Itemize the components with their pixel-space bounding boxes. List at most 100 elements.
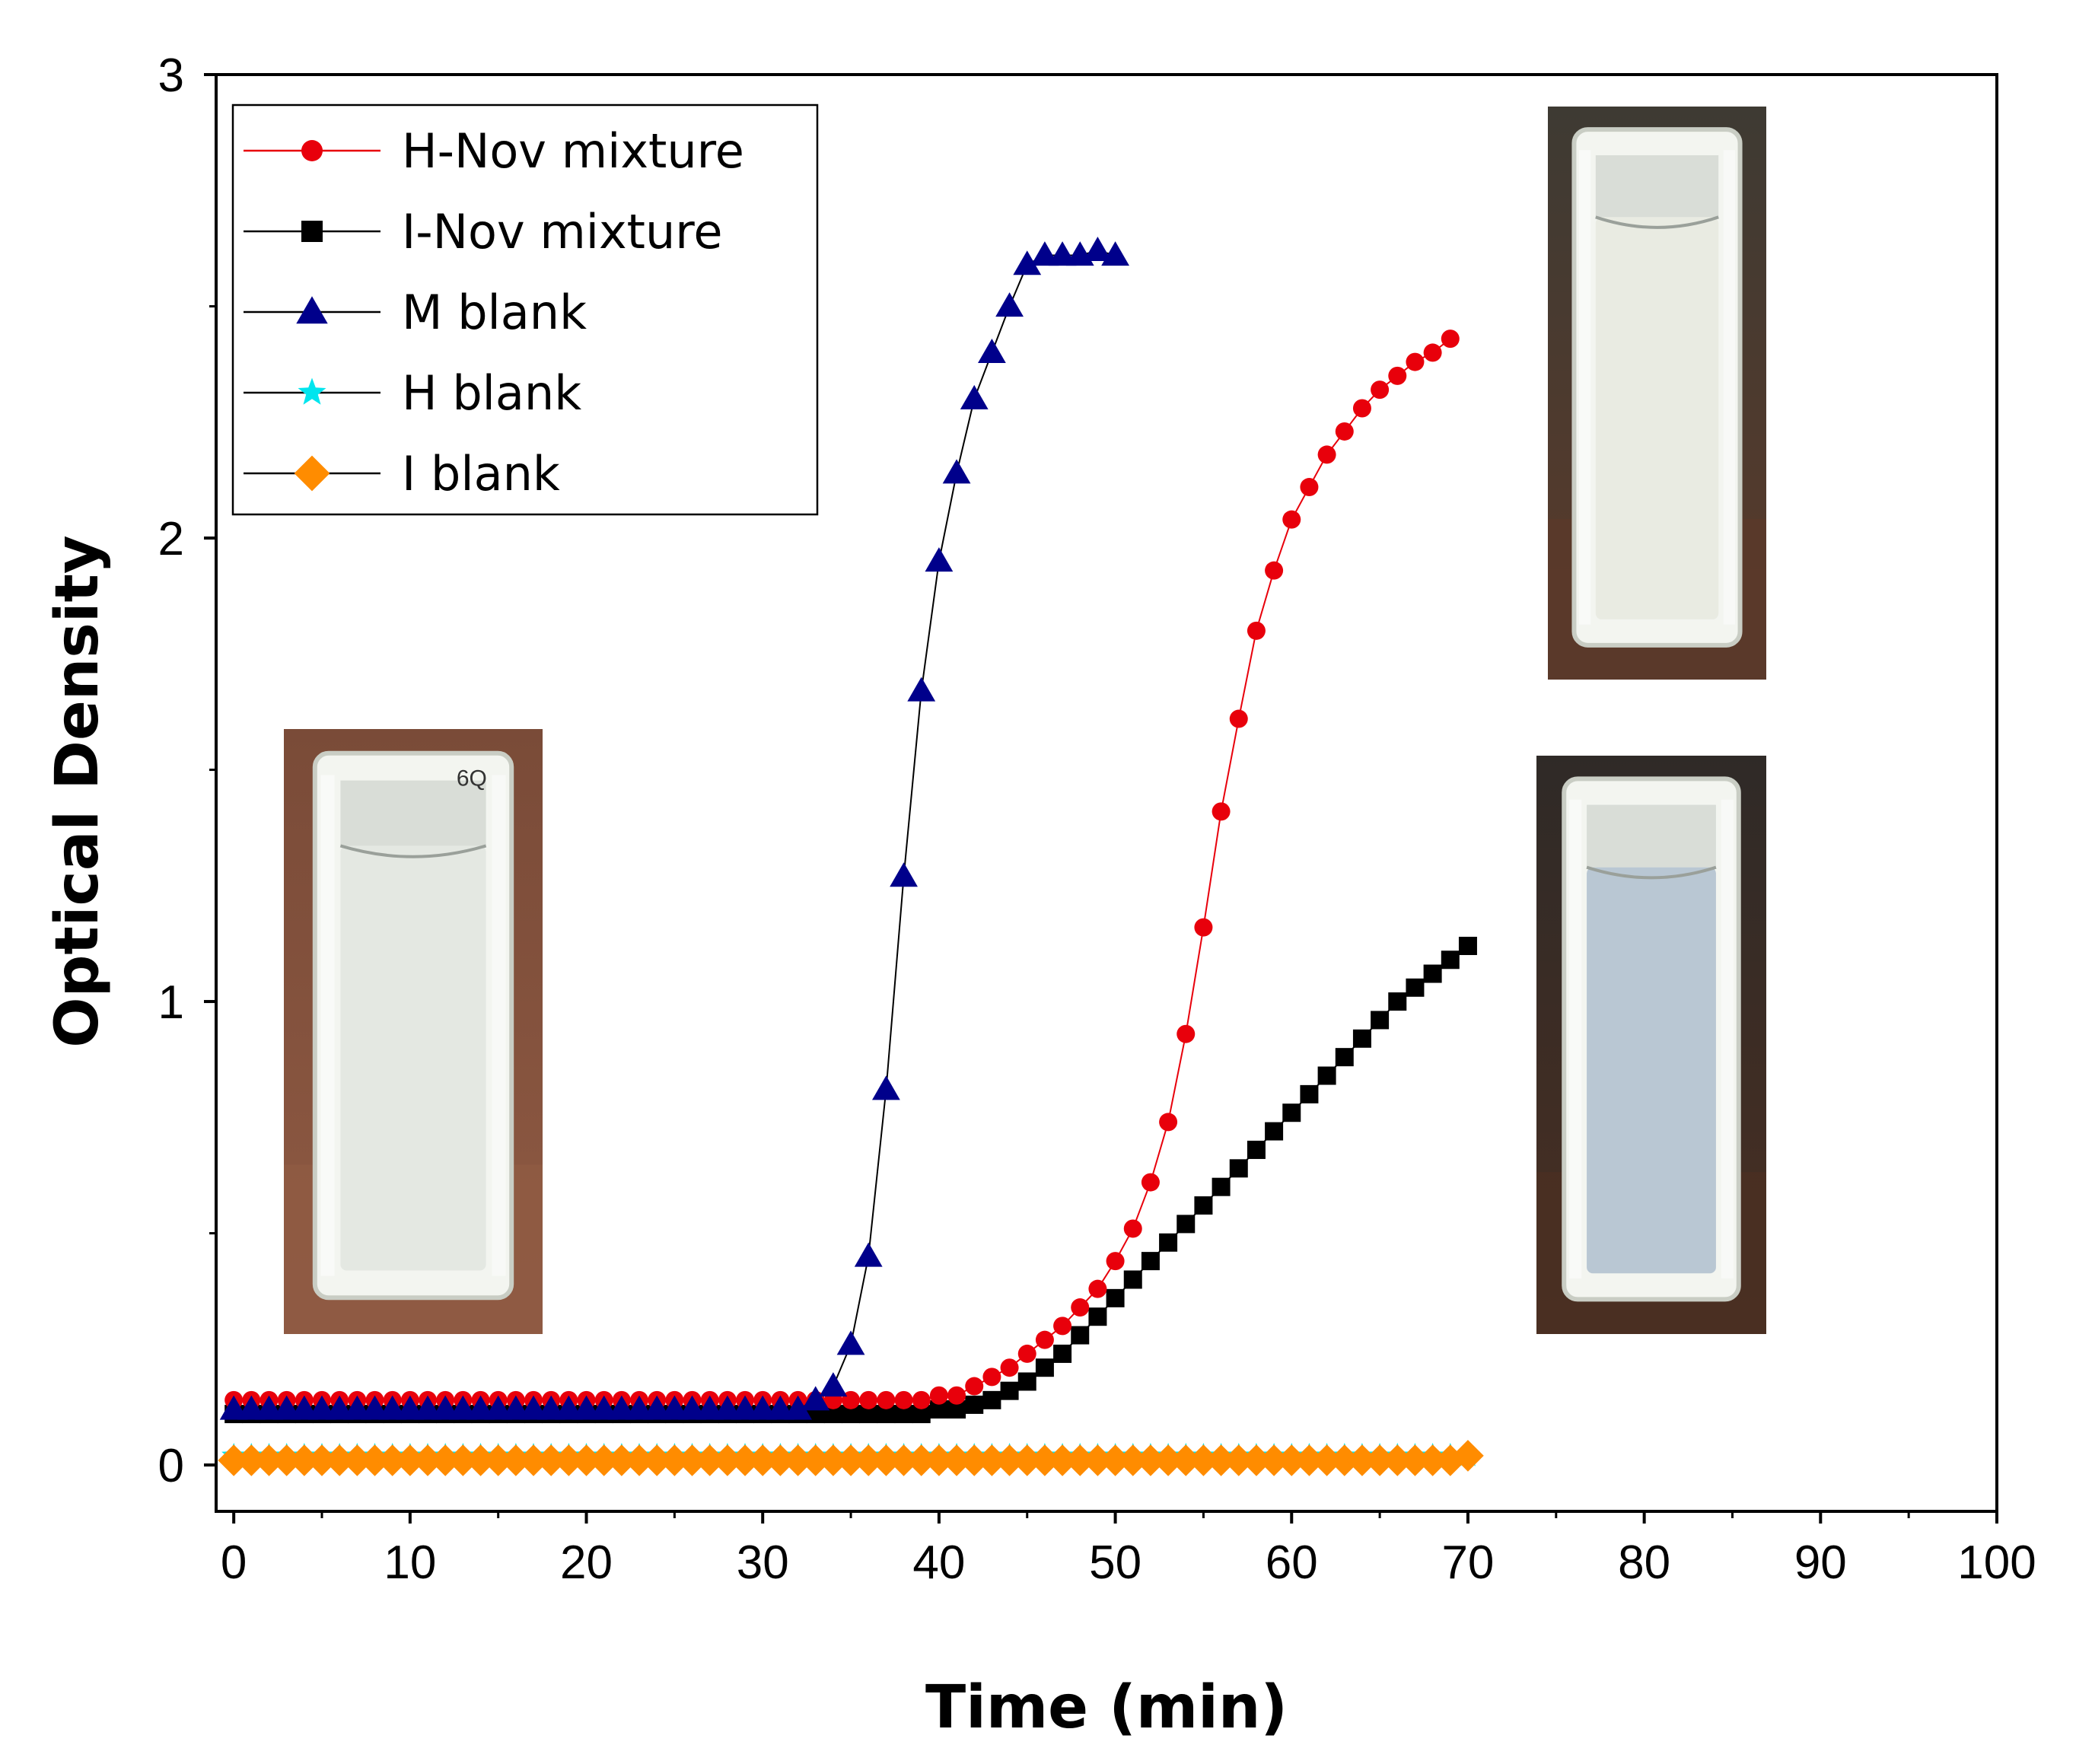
data-point: [1352, 399, 1371, 418]
data-point: [1101, 241, 1129, 266]
data-point: [570, 1444, 603, 1476]
data-point: [1084, 237, 1112, 262]
data-point: [607, 1395, 636, 1420]
legend-label: M blank: [402, 285, 587, 340]
data-point: [923, 1444, 955, 1476]
data-point: [1346, 1444, 1378, 1476]
data-point: [1088, 1279, 1107, 1298]
x-tick-label: 0: [221, 1536, 247, 1589]
data-point: [982, 1368, 1001, 1387]
cuvette-label: 6Q: [457, 766, 487, 791]
cuvette-photo: 6Q: [284, 729, 543, 1334]
data-point: [887, 1444, 920, 1476]
data-point: [1030, 241, 1059, 266]
data-point: [1222, 1444, 1255, 1476]
data-point: [854, 1242, 883, 1267]
legend-marker: [301, 221, 323, 242]
data-point: [766, 1395, 794, 1420]
legend-entry: I blank: [244, 446, 560, 501]
data-point: [1135, 1444, 1167, 1476]
data-point: [1187, 1444, 1220, 1476]
data-point: [396, 1395, 425, 1420]
data-point: [1458, 936, 1477, 955]
x-tick-label: 30: [737, 1536, 789, 1589]
data-point: [1152, 1444, 1184, 1476]
data-point: [448, 1395, 477, 1420]
data-point: [429, 1444, 461, 1476]
data-point: [993, 1444, 1026, 1476]
data-point: [1452, 1440, 1484, 1472]
data-point: [1265, 1122, 1284, 1141]
data-point: [307, 1395, 336, 1420]
data-point: [799, 1444, 832, 1476]
data-point: [361, 1395, 389, 1420]
axis-ticks: [204, 73, 1998, 1524]
data-point: [642, 1395, 671, 1420]
data-point: [1423, 964, 1442, 983]
data-point: [729, 1444, 761, 1476]
data-point: [272, 1395, 301, 1420]
data-point: [218, 1444, 250, 1476]
data-point: [1441, 330, 1460, 349]
data-point: [1159, 1233, 1178, 1252]
legend-marker: [294, 455, 330, 492]
data-point: [870, 1444, 903, 1476]
data-point: [412, 1444, 444, 1476]
data-point: [1123, 1270, 1142, 1289]
data-point: [376, 1444, 409, 1476]
data-point: [482, 1444, 514, 1476]
data-point: [1212, 802, 1231, 821]
data-point: [394, 1444, 426, 1476]
data-point: [907, 677, 936, 702]
data-point: [1441, 950, 1460, 970]
data-point: [1000, 1381, 1019, 1400]
data-point: [1293, 1444, 1326, 1476]
inset-photos: 6Q: [284, 107, 1766, 1334]
data-point: [1282, 510, 1301, 529]
data-point: [1317, 1066, 1336, 1085]
data-point: [1229, 709, 1248, 728]
data-point: [1406, 352, 1425, 371]
data-point: [764, 1444, 797, 1476]
legend-label: I-Nov mixture: [402, 204, 723, 260]
data-point: [253, 1444, 285, 1476]
data-point: [817, 1444, 849, 1476]
data-point: [1300, 1084, 1319, 1103]
data-point: [1099, 1444, 1132, 1476]
cuvette-photo: [1548, 107, 1766, 680]
data-point: [1071, 1298, 1090, 1317]
data-point: [484, 1395, 513, 1420]
data-point: [1371, 1011, 1390, 1030]
data-point: [877, 1390, 896, 1409]
data-point: [1064, 1444, 1097, 1476]
data-point: [978, 339, 1006, 364]
data-point: [731, 1395, 759, 1420]
tick-labels: 0 10 20 30 40 50 60 70 80 90 100 0 1 2 3: [158, 49, 2036, 1589]
data-point: [1282, 1103, 1301, 1122]
data-point: [572, 1395, 600, 1420]
data-point: [905, 1444, 938, 1476]
x-tick-label: 60: [1266, 1536, 1318, 1589]
legend-entry: H-Nov mixture: [244, 123, 744, 179]
data-point: [1265, 561, 1284, 580]
legend-label: I blank: [402, 446, 560, 501]
legend-entry: H blank: [244, 365, 581, 421]
data-point: [306, 1444, 338, 1476]
data-point: [1159, 1113, 1178, 1132]
data-point: [1381, 1444, 1414, 1476]
data-point: [965, 1377, 984, 1396]
data-point: [1328, 1444, 1361, 1476]
data-point: [1194, 1196, 1213, 1215]
data-point: [290, 1395, 319, 1420]
data-point: [288, 1444, 320, 1476]
cuvette-opening: [1587, 804, 1716, 868]
data-point: [1247, 1140, 1266, 1159]
data-point: [464, 1444, 497, 1476]
data-point: [1116, 1444, 1149, 1476]
cuvette-opening: [1595, 155, 1719, 218]
data-point: [1053, 1317, 1072, 1336]
cuvette-liquid: [1587, 867, 1716, 1274]
plot-frame: [215, 73, 1998, 1513]
data-point: [466, 1395, 495, 1420]
